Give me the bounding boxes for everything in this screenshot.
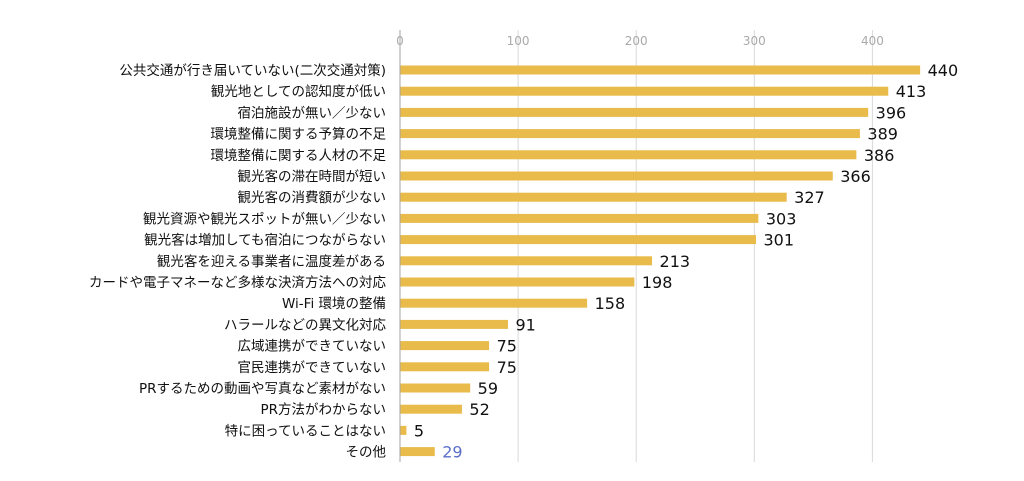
category-label: 観光客の消費額が少ない <box>238 189 387 206</box>
category-label: その他 <box>346 445 387 461</box>
bar <box>400 277 635 287</box>
value-label: 327 <box>794 188 825 207</box>
bars <box>400 65 921 457</box>
category-label: 官民連携ができていない <box>238 360 387 376</box>
category-label: 観光客は増加しても宿泊につながらない <box>144 232 386 249</box>
bar <box>400 171 833 181</box>
bar <box>400 192 787 202</box>
category-label: Wi-Fi 環境の整備 <box>282 296 386 312</box>
x-tick-label: 100 <box>507 34 530 48</box>
category-label: 特に困っていることはない <box>225 423 386 439</box>
bar <box>400 341 490 351</box>
category-label: 環境整備に関する予算の不足 <box>211 127 387 143</box>
bar <box>400 319 508 329</box>
value-label: 198 <box>642 273 673 292</box>
category-label: 環境整備に関する人材の不足 <box>211 148 387 164</box>
bar <box>400 447 435 457</box>
bar <box>400 256 653 266</box>
x-tick-label: 200 <box>625 34 648 48</box>
category-label: 観光地としての認知度が低い <box>211 83 386 100</box>
value-label: 440 <box>928 61 959 80</box>
value-label: 386 <box>864 146 895 165</box>
value-label: 301 <box>763 231 794 250</box>
bar <box>400 65 921 75</box>
value-label: 91 <box>515 315 535 334</box>
value-label: 213 <box>660 252 691 271</box>
category-label: 公共交通が行き届いていない(二次交通対策) <box>119 62 386 79</box>
value-label: 158 <box>595 294 626 313</box>
bar <box>400 425 407 435</box>
bar <box>400 150 857 160</box>
category-label: PRするための動画や写真など素材がない <box>139 381 386 397</box>
value-label: 75 <box>497 358 517 377</box>
category-label: カードや電子マネーなど多様な決済方法への対応 <box>89 274 386 291</box>
x-tick-label: 400 <box>861 34 884 48</box>
category-label: PR方法がわからない <box>260 402 386 418</box>
bar <box>400 213 759 223</box>
bar <box>400 298 588 308</box>
bar <box>400 235 756 245</box>
x-tick-label: 300 <box>743 34 766 48</box>
value-label: 413 <box>896 82 927 101</box>
gridlines <box>517 30 873 462</box>
category-labels: 公共交通が行き届いていない(二次交通対策) 観光地としての認知度が低い宿泊施設が無… <box>89 62 386 461</box>
bar <box>400 107 869 117</box>
value-label: 52 <box>469 400 489 419</box>
bar <box>400 404 462 414</box>
category-label: 宿泊施設が無い／少ない <box>238 104 387 121</box>
value-label: 75 <box>497 337 517 356</box>
value-label: 5 <box>414 421 424 440</box>
value-label: 396 <box>876 103 907 122</box>
value-label: 59 <box>478 379 498 398</box>
bar <box>400 362 490 372</box>
value-label: 366 <box>840 167 871 186</box>
category-label: 観光資源や観光スポットが無い／少ない <box>143 210 386 227</box>
value-label: 389 <box>867 125 898 144</box>
category-label: 観光客を迎える事業者に温度差がある <box>157 253 386 270</box>
category-label: ハラールなどの異文化対応 <box>224 317 386 333</box>
bar <box>400 86 889 96</box>
category-label: 広域連携ができていない <box>238 339 387 355</box>
value-label: 29 <box>442 443 462 462</box>
bar <box>400 129 860 139</box>
value-label: 303 <box>766 209 797 228</box>
bar <box>400 383 471 393</box>
category-label: 観光客の滞在時間が短い <box>238 168 387 185</box>
x-tick-labels: 0100200300400 <box>396 34 884 48</box>
